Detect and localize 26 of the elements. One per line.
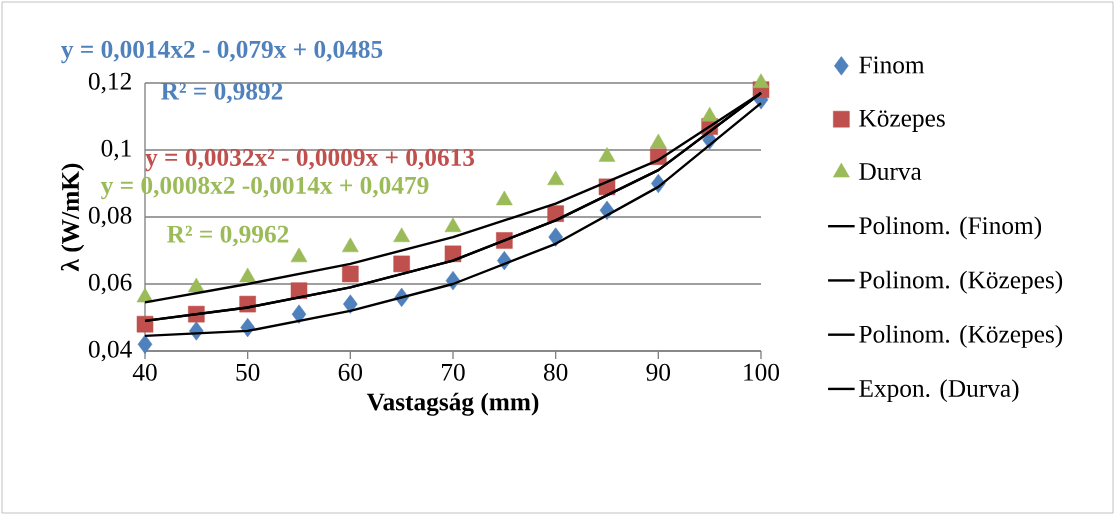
annotation: R² = 0,9892 — [161, 82, 283, 104]
x-tick-label: 40 — [132, 363, 157, 381]
x-tick-label: 80 — [543, 363, 568, 381]
y-axis-title: λ (W/mK) — [60, 163, 85, 272]
y-tick-label: 0,06 — [88, 273, 132, 295]
legend-label: Expon. (Durva) — [859, 379, 1019, 403]
annotation: R² = 0,9962 — [167, 225, 289, 247]
legend-label: Polinom. (Közepes) — [859, 324, 1063, 348]
legend-label: Finom — [859, 56, 925, 74]
y-tick-label: 0,1 — [101, 139, 131, 161]
annotation: y = 0,0032x² - 0,0009x + 0,0613 — [145, 148, 475, 172]
y-tick-label: 0,04 — [88, 340, 132, 362]
y-tick-label: 0,08 — [88, 206, 132, 228]
annotation: y = 0,0008x2 -0,0014x + 0,0479 — [100, 176, 429, 200]
legend-label: Polinom. (Közepes) — [859, 270, 1063, 294]
x-tick-label: 100 — [744, 363, 780, 381]
y-tick-label: 0,12 — [88, 72, 131, 94]
x-axis-title: Vastagság (mm) — [366, 392, 539, 416]
legend-label: Polinom. (Finom) — [859, 216, 1042, 240]
x-tick-label: 70 — [442, 363, 465, 381]
legend-label: Közepes — [859, 109, 945, 132]
legend-label: Durva — [859, 163, 922, 180]
text: y = 0,0014x2 - 0,079x + 0,0485 — [61, 40, 383, 64]
x-tick-label: 60 — [338, 363, 363, 381]
x-tick-label: 90 — [646, 363, 671, 381]
x-tick-label: 50 — [236, 363, 260, 381]
